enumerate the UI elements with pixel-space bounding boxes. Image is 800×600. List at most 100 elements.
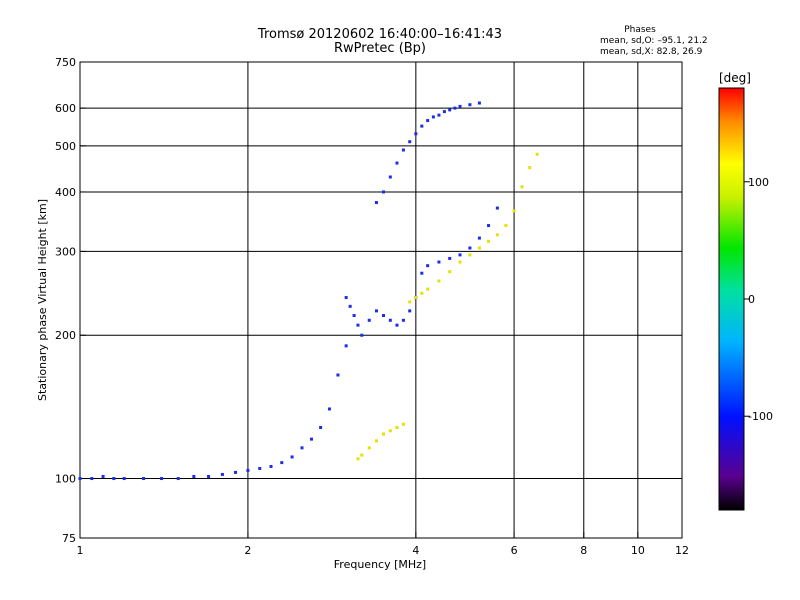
o-mode-point	[468, 246, 472, 250]
o-mode-point	[458, 253, 462, 257]
o-mode-point	[176, 477, 180, 481]
x-mode-point	[356, 457, 360, 461]
o-mode-point	[414, 132, 418, 136]
x-mode-point	[374, 439, 378, 443]
o-mode-point	[381, 314, 385, 318]
o-mode-point	[360, 333, 364, 337]
y-tick-label: 75	[62, 532, 76, 545]
o-mode-point	[388, 175, 392, 179]
o-mode-point	[458, 104, 462, 108]
o-mode-point	[437, 113, 441, 117]
o-mode-point	[477, 101, 481, 105]
o-mode-point	[348, 304, 352, 308]
phase-stats-x: mean, sd,X: 82.8, 26.9	[600, 47, 703, 57]
o-mode-point	[388, 318, 392, 322]
o-mode-point	[487, 224, 491, 228]
x-tick-label: 8	[580, 544, 587, 557]
y-tick-label: 500	[55, 140, 76, 153]
o-mode-point	[437, 260, 441, 264]
x-mode-point	[487, 239, 491, 243]
o-mode-point	[356, 323, 360, 327]
x-mode-point	[495, 233, 499, 237]
x-tick-label: 12	[675, 544, 689, 557]
o-mode-point	[220, 472, 224, 476]
o-mode-point	[468, 103, 472, 107]
o-mode-point	[395, 323, 399, 327]
data-points	[78, 101, 539, 481]
o-mode-point	[367, 318, 371, 322]
o-mode-point	[207, 474, 211, 478]
y-tick-label: 300	[55, 245, 76, 258]
o-mode-point	[420, 124, 424, 128]
x-mode-point	[535, 152, 539, 156]
colorbar-tick-label: 100	[748, 176, 769, 189]
x-mode-point	[420, 291, 424, 295]
x-mode-point	[520, 185, 524, 189]
chart-subtitle: RwPretec (Bp)	[334, 41, 426, 56]
x-mode-point	[437, 279, 441, 283]
phase-stats-heading: Phases	[624, 25, 656, 35]
colorbar-ticks: 100 0 -100	[744, 176, 773, 423]
x-tick-label: 2	[244, 544, 251, 557]
y-tick-label: 100	[55, 473, 76, 486]
o-mode-point	[453, 106, 457, 110]
o-mode-point	[336, 373, 340, 377]
x-mode-point	[381, 432, 385, 436]
o-mode-point	[426, 264, 430, 268]
phase-stats-o: mean, sd,O: –95.1, 21.2	[600, 36, 708, 46]
o-mode-point	[319, 425, 323, 429]
y-tick-label: 750	[55, 56, 76, 69]
o-mode-point	[112, 477, 116, 481]
o-mode-point	[374, 309, 378, 313]
x-mode-point	[468, 253, 472, 257]
o-mode-point	[122, 477, 126, 481]
x-mode-point	[401, 422, 405, 426]
o-mode-point	[420, 271, 424, 275]
colorbar-tick-label: 0	[748, 293, 755, 306]
x-mode-point	[395, 425, 399, 429]
y-tick-label: 400	[55, 186, 76, 199]
x-tick-label: 10	[631, 544, 645, 557]
x-mode-point	[367, 446, 371, 450]
o-mode-point	[401, 318, 405, 322]
x-mode-point	[426, 287, 430, 291]
x-tick-label: 1	[77, 544, 84, 557]
o-mode-point	[246, 468, 250, 472]
o-mode-point	[290, 455, 294, 459]
chart-title: Tromsø 20120602 16:40:00–16:41:43	[257, 27, 502, 42]
x-tick-label: 4	[412, 544, 419, 557]
colorbar-unit-label: [deg]	[719, 71, 751, 85]
x-axis-label: Frequency [MHz]	[334, 558, 426, 571]
x-mode-point	[388, 429, 392, 433]
plot-frame	[79, 61, 683, 539]
x-mode-point	[408, 300, 412, 304]
o-mode-point	[160, 477, 164, 481]
o-mode-point	[90, 477, 94, 481]
o-mode-point	[142, 477, 146, 481]
x-tick-label: 6	[511, 544, 518, 557]
x-mode-point	[504, 224, 508, 228]
o-mode-point	[280, 461, 284, 465]
o-mode-point	[101, 474, 105, 478]
o-mode-point	[192, 474, 196, 478]
o-mode-point	[442, 110, 446, 114]
x-mode-point	[414, 296, 418, 300]
x-mode-point	[360, 453, 364, 457]
x-mode-point	[528, 166, 532, 170]
o-mode-point	[78, 477, 82, 481]
colorbar-tick-label: -100	[748, 410, 773, 423]
o-mode-point	[327, 407, 331, 411]
o-mode-point	[374, 201, 378, 205]
y-tick-label: 600	[55, 102, 76, 115]
o-mode-point	[381, 190, 385, 194]
x-mode-point	[458, 260, 462, 264]
x-mode-point	[512, 209, 516, 213]
o-mode-point	[477, 236, 481, 240]
o-mode-point	[408, 140, 412, 144]
o-mode-point	[309, 437, 313, 441]
x-mode-point	[448, 270, 452, 274]
o-mode-point	[401, 148, 405, 152]
grid-lines	[80, 62, 682, 538]
o-mode-point	[448, 108, 452, 112]
